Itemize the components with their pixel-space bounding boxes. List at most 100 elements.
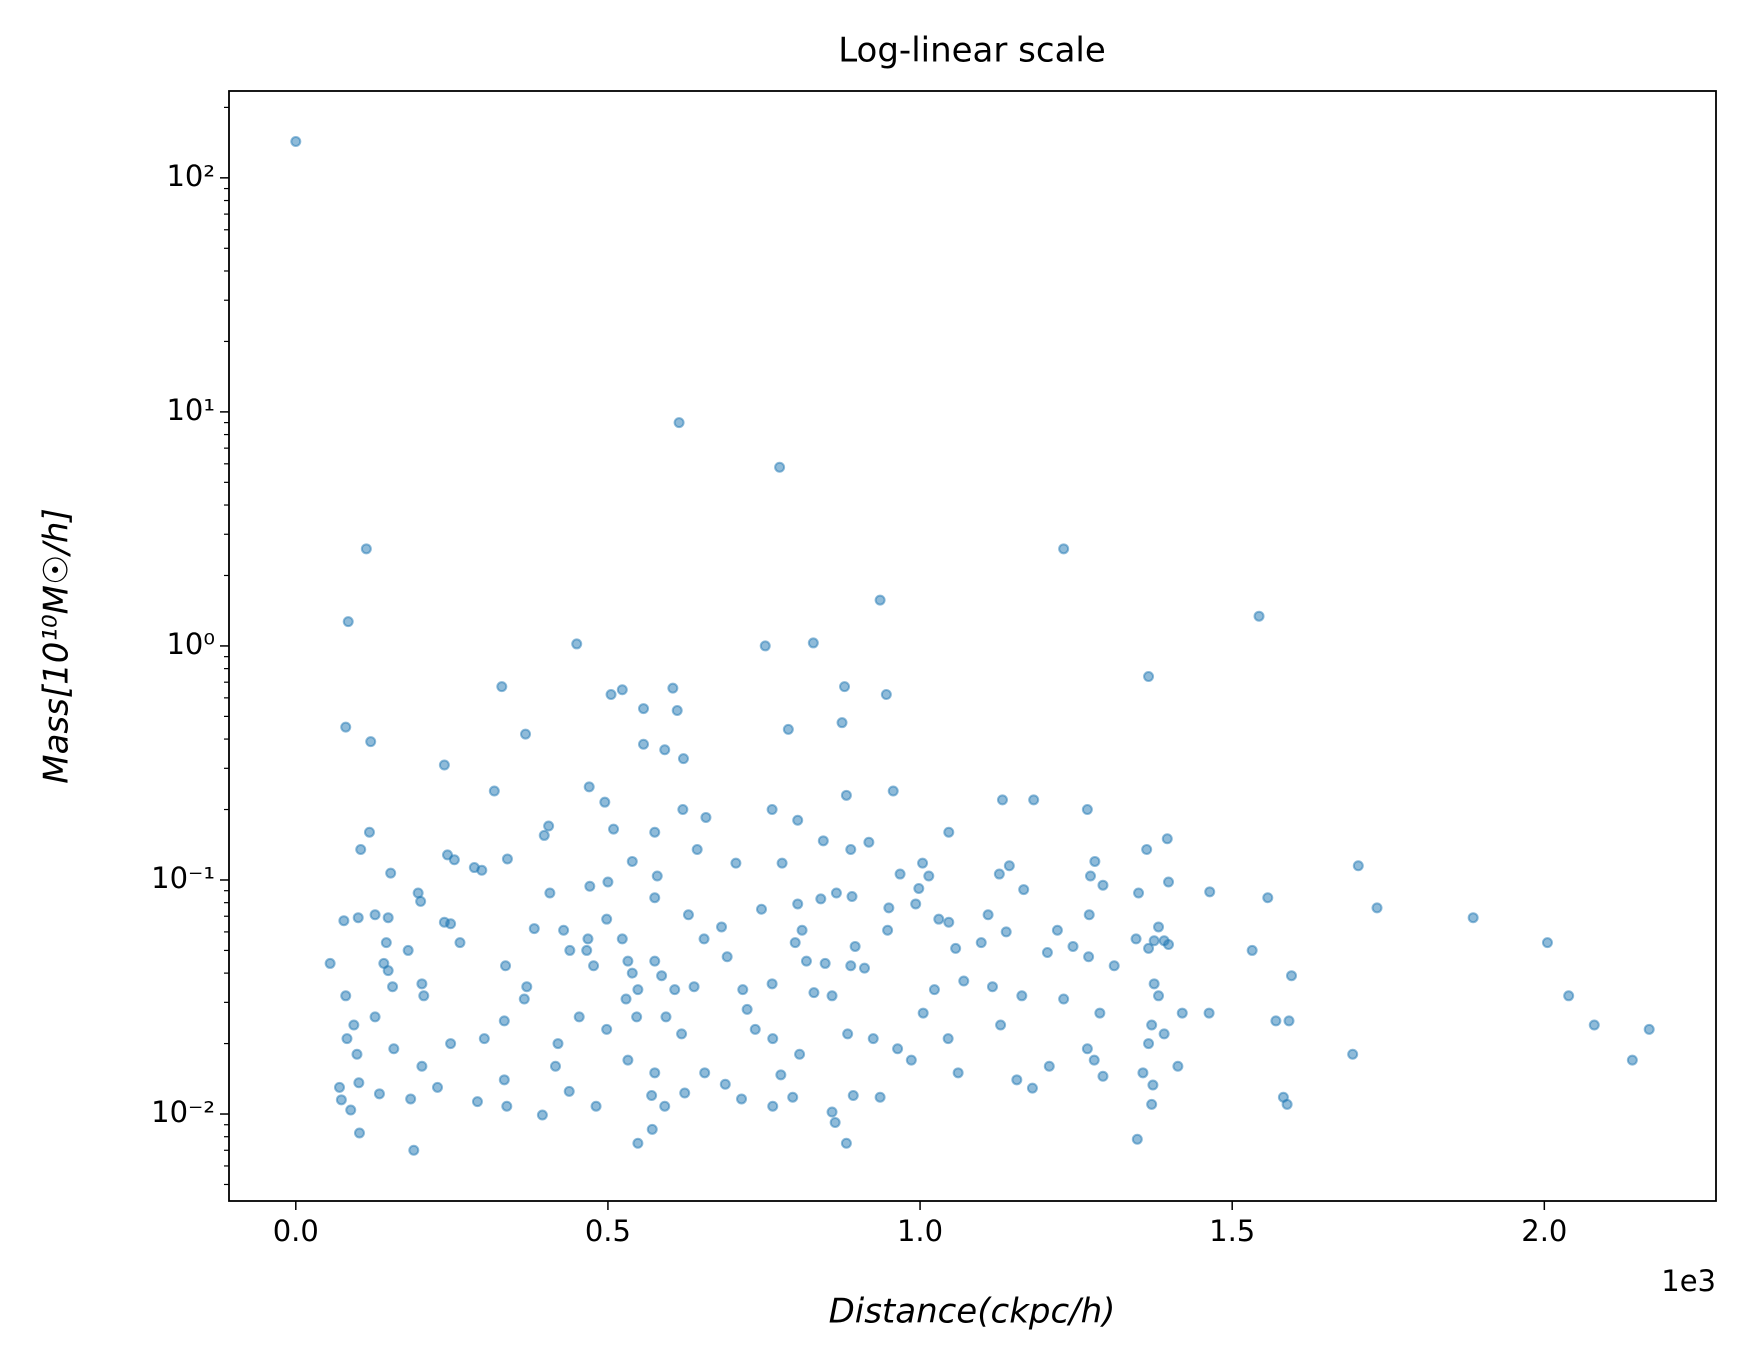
point	[340, 721, 352, 733]
point	[620, 993, 632, 1005]
point	[416, 1060, 428, 1072]
x-axis-label: Distance(ckpc/h)	[829, 1292, 1116, 1332]
point	[1147, 1079, 1159, 1091]
point	[582, 933, 594, 945]
point	[1067, 940, 1079, 952]
point	[774, 461, 786, 473]
point	[563, 1085, 575, 1097]
point	[626, 855, 638, 867]
point	[1141, 843, 1153, 855]
point	[845, 843, 857, 855]
point	[1146, 1098, 1158, 1110]
point	[1467, 912, 1479, 924]
point	[950, 942, 962, 954]
point	[324, 957, 336, 969]
point	[388, 1043, 400, 1055]
point	[498, 1074, 510, 1086]
point	[775, 1069, 787, 1081]
point	[632, 1137, 644, 1149]
x-tick-label: 1.0	[897, 1214, 943, 1248]
point	[584, 880, 596, 892]
point	[602, 876, 614, 888]
point	[845, 960, 857, 972]
point	[616, 684, 628, 696]
point	[341, 1033, 353, 1045]
point	[1089, 855, 1101, 867]
point	[1137, 1067, 1149, 1079]
point	[573, 1011, 585, 1023]
point	[782, 723, 794, 735]
point	[829, 1117, 841, 1129]
point	[766, 804, 778, 816]
point	[418, 990, 430, 1002]
point	[1161, 833, 1173, 845]
point	[1204, 886, 1216, 898]
point	[471, 1096, 483, 1108]
point	[986, 981, 998, 993]
point	[590, 1100, 602, 1112]
point	[583, 781, 595, 793]
point	[677, 804, 689, 816]
point	[737, 984, 749, 996]
point	[982, 909, 994, 921]
point	[1028, 794, 1040, 806]
point	[408, 1144, 420, 1156]
point	[345, 1104, 357, 1116]
point	[840, 789, 852, 801]
x-tick-label: 0.0	[273, 1214, 319, 1248]
point	[646, 1123, 658, 1135]
point	[536, 1109, 548, 1121]
point	[847, 1089, 859, 1101]
point	[839, 681, 851, 693]
point	[1133, 887, 1145, 899]
point	[1352, 860, 1364, 872]
point	[290, 135, 302, 147]
point	[488, 785, 500, 797]
point	[518, 993, 530, 1005]
x-offset-text: 1e3	[1661, 1264, 1716, 1298]
point	[478, 1033, 490, 1045]
point	[496, 681, 508, 693]
point	[699, 1067, 711, 1079]
point	[649, 826, 661, 838]
point	[1018, 884, 1030, 896]
point	[1003, 860, 1015, 872]
point	[719, 1078, 731, 1090]
point	[355, 843, 367, 855]
point	[1281, 1098, 1293, 1110]
point	[599, 796, 611, 808]
point	[830, 887, 842, 899]
point	[1058, 543, 1070, 555]
point	[352, 912, 364, 924]
point	[905, 1054, 917, 1066]
point	[1541, 937, 1553, 949]
point	[1285, 970, 1297, 982]
point	[416, 978, 428, 990]
point	[608, 823, 620, 835]
plot-frame	[228, 90, 1717, 1202]
point	[500, 960, 512, 972]
point	[767, 1100, 779, 1112]
point	[1148, 935, 1160, 947]
point	[749, 1023, 761, 1035]
point	[369, 1011, 381, 1023]
point	[1246, 944, 1258, 956]
point	[581, 944, 593, 956]
point	[660, 1011, 672, 1023]
point	[928, 984, 940, 996]
point	[913, 882, 925, 894]
point	[1643, 1023, 1655, 1035]
point	[552, 1038, 564, 1050]
point	[1051, 924, 1063, 936]
point	[1153, 921, 1165, 933]
point	[601, 913, 613, 925]
point	[1083, 951, 1095, 963]
point	[626, 967, 638, 979]
point	[649, 892, 661, 904]
point	[369, 909, 381, 921]
point	[1088, 1054, 1100, 1066]
point	[601, 1023, 613, 1035]
point	[1153, 990, 1165, 1002]
point	[1108, 960, 1120, 972]
